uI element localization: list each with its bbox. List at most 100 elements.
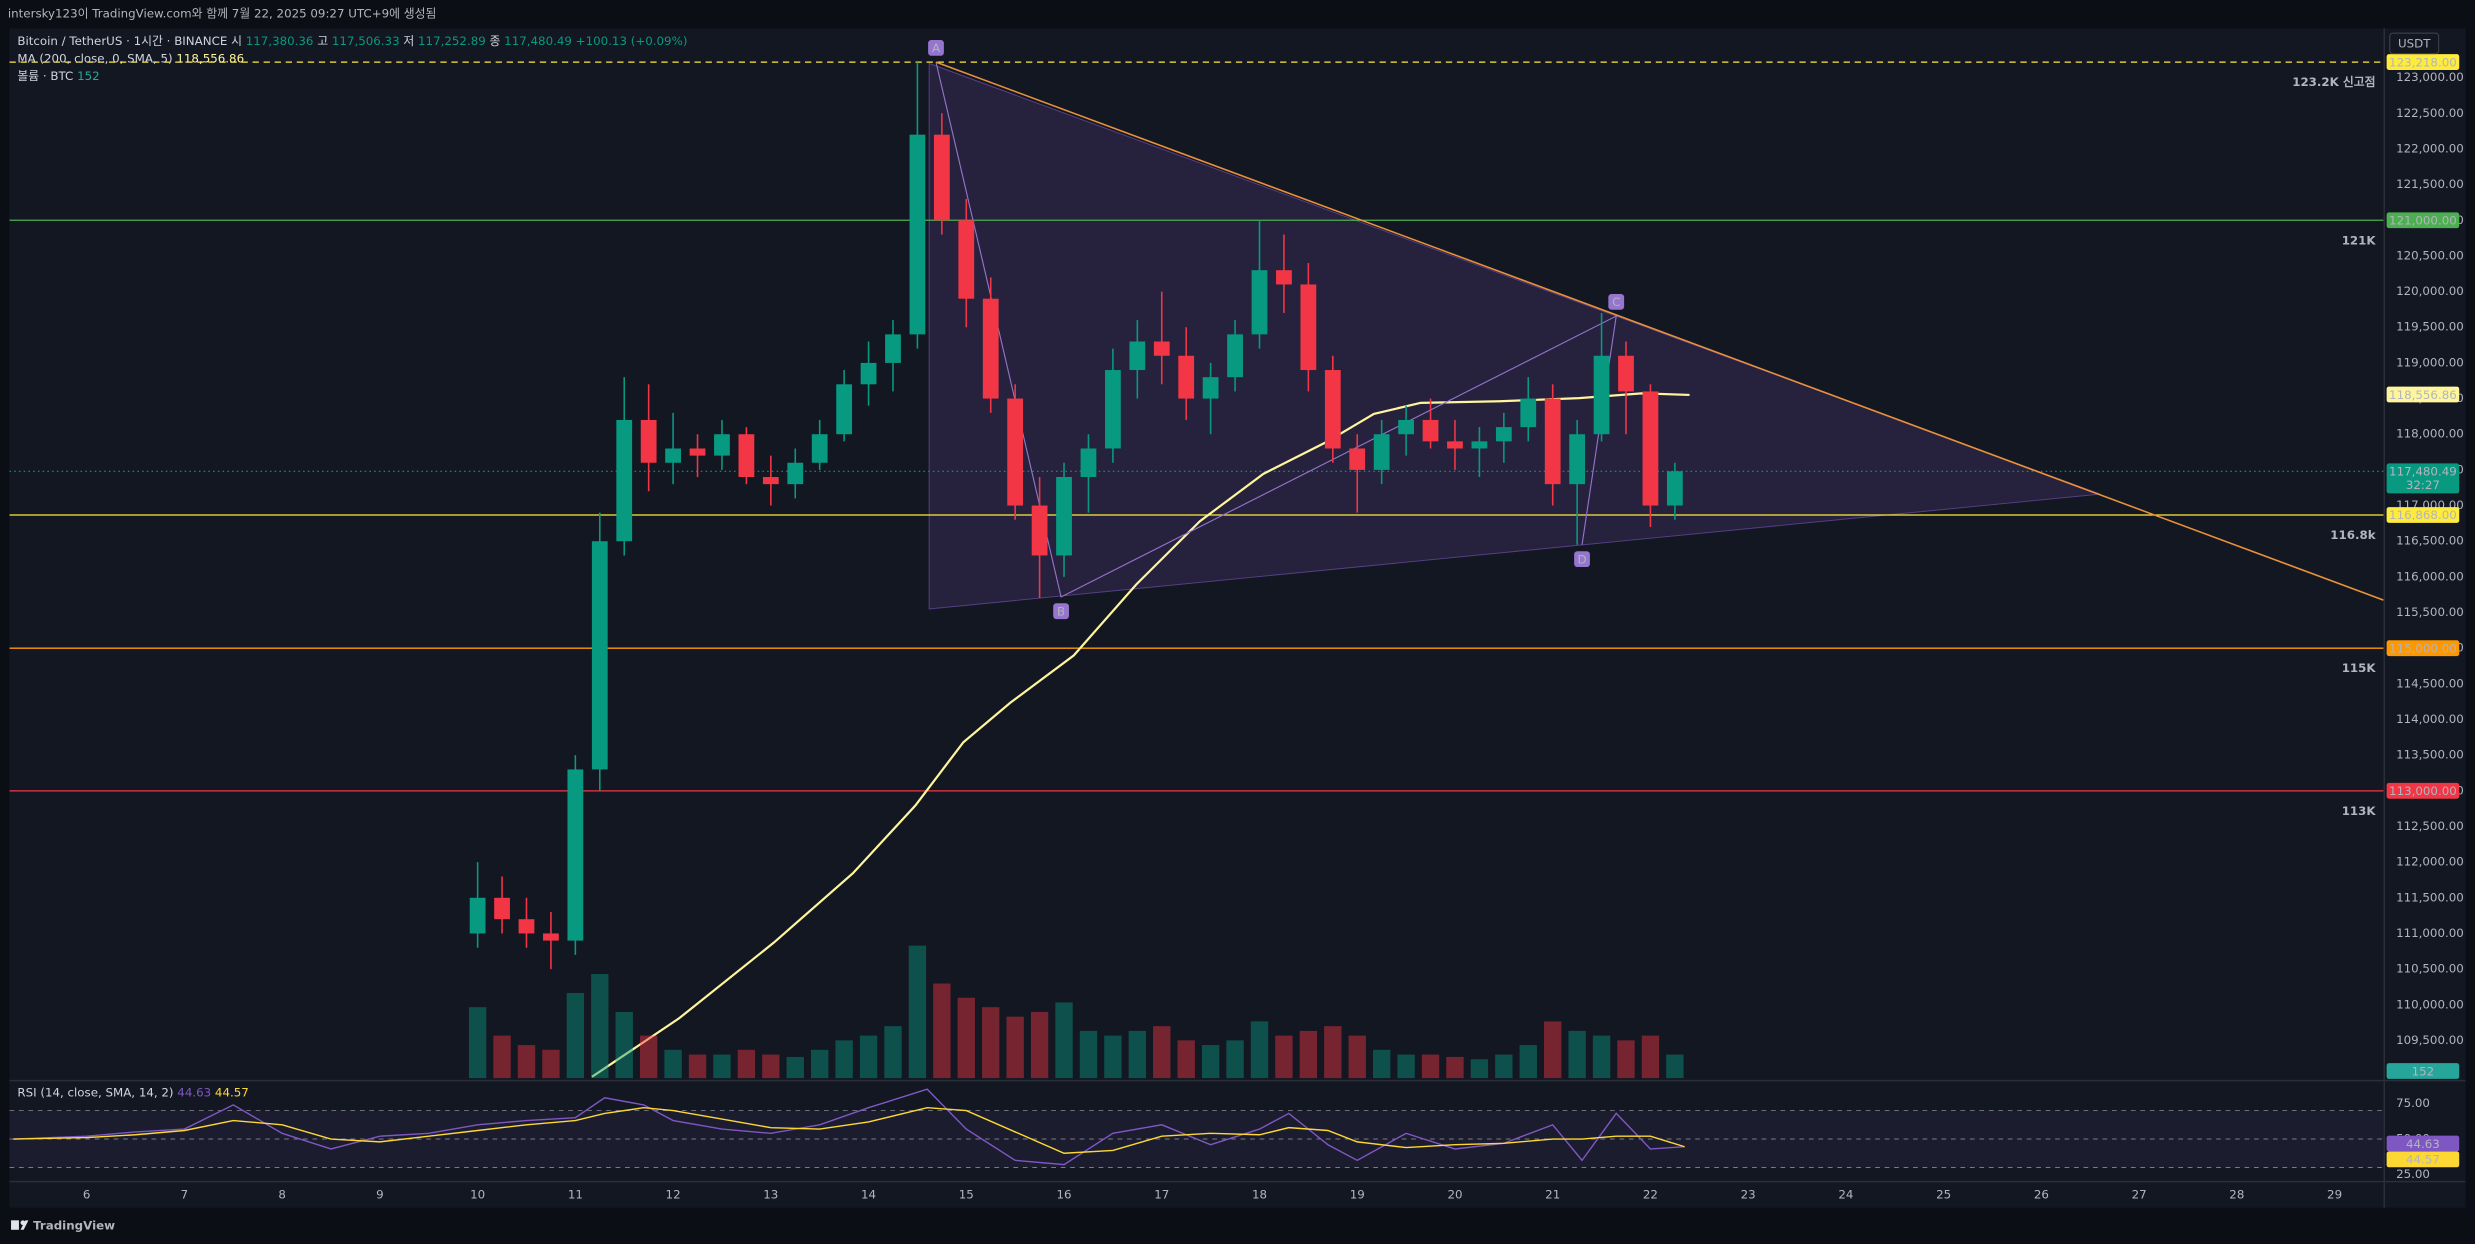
volume-bar bbox=[1641, 1035, 1660, 1079]
pattern-label-box bbox=[1053, 603, 1069, 620]
last-price-label-box bbox=[2386, 463, 2460, 494]
x-tick-label: 9 bbox=[376, 1188, 384, 1202]
volume bbox=[468, 945, 1684, 1079]
symbol: Bitcoin / TetherUS · 1시간 · BINANCE bbox=[17, 34, 227, 48]
x-tick-label: 24 bbox=[1838, 1188, 1853, 1202]
volume-bar bbox=[1030, 1011, 1049, 1079]
y-tick-label: 110,500.00 bbox=[2396, 962, 2464, 976]
candle-body bbox=[1080, 448, 1097, 478]
volume-bar bbox=[957, 997, 975, 1079]
level-price-label: 113,000.00 bbox=[2389, 784, 2457, 798]
candle-body bbox=[811, 434, 828, 463]
level-price-label-box bbox=[2386, 54, 2460, 70]
volume-bar bbox=[1324, 1026, 1342, 1079]
candle-body bbox=[1056, 477, 1072, 556]
ohlc-value: 117,380.36 bbox=[246, 34, 314, 48]
volume-bar bbox=[908, 945, 927, 1079]
level-note: 121K bbox=[2342, 233, 2377, 247]
y-tick-label: 123,000.00 bbox=[2396, 70, 2464, 84]
candle-body bbox=[714, 434, 730, 456]
candle-body bbox=[640, 419, 657, 463]
y-tick-label: 114,500.00 bbox=[2396, 676, 2464, 690]
volume-bar bbox=[737, 1049, 756, 1079]
volume-bar bbox=[1128, 1030, 1147, 1079]
level-price-label: 115,000.00 bbox=[2389, 641, 2457, 655]
candle-body bbox=[1593, 355, 1610, 435]
currency-box bbox=[2389, 32, 2440, 55]
brand-logo bbox=[11, 1220, 29, 1230]
volume-bar bbox=[1153, 1026, 1171, 1079]
y-tick-label: 116,000.00 bbox=[2396, 569, 2464, 583]
volume-bar bbox=[1544, 1021, 1562, 1079]
ohlc-value: 117,506.33 bbox=[332, 34, 400, 48]
volume-bar bbox=[1446, 1056, 1464, 1079]
volume-bar bbox=[1495, 1054, 1513, 1079]
chart-area bbox=[9, 28, 2466, 1208]
candle-body bbox=[1276, 270, 1292, 285]
y-tick-label: 110,000.00 bbox=[2396, 997, 2464, 1011]
level-price-label: 123,218.00 bbox=[2389, 55, 2457, 69]
y-tick-label: 113,500.00 bbox=[2396, 748, 2464, 762]
level-price-label-box bbox=[2386, 212, 2460, 229]
volume-bar bbox=[493, 1035, 511, 1079]
rsi-name: RSI (14, close, SMA, 14, 2) bbox=[17, 1085, 173, 1099]
y-tick-label: 120,500.00 bbox=[2396, 248, 2464, 262]
ma-price-label: 118,556.86 bbox=[2389, 388, 2457, 402]
volume-bar bbox=[1250, 1021, 1269, 1079]
y-tick-label: 115,500.00 bbox=[2396, 605, 2464, 619]
trendline bbox=[935, 61, 2384, 601]
candle-body bbox=[1349, 448, 1366, 470]
candle-body bbox=[1495, 427, 1512, 442]
candle-body bbox=[1642, 391, 1659, 506]
time-axis: 6 7 8 9 10 11 12 13 14 15 16 17 18 19 20 21 22 23 24 25 26 27… bbox=[83, 1188, 2342, 1202]
volume-name: 볼륨 · BTC bbox=[17, 68, 73, 82]
volume-bar bbox=[762, 1054, 780, 1079]
rsi-line bbox=[13, 1088, 1685, 1166]
last-price-label: 117,480.49 bbox=[2389, 465, 2457, 479]
candle-body bbox=[836, 384, 853, 435]
candle-body bbox=[591, 541, 608, 770]
pattern-label-box bbox=[1574, 551, 1590, 568]
x-tick-label: 17 bbox=[1154, 1188, 1169, 1202]
price-pane: A B C D bbox=[9, 39, 2384, 1078]
volume-bar bbox=[1201, 1045, 1220, 1079]
y-tick-label: 111,000.00 bbox=[2396, 926, 2464, 940]
candle-body bbox=[982, 298, 999, 399]
volume-bar bbox=[517, 1045, 536, 1079]
volume-bar bbox=[664, 1049, 682, 1079]
candle-body bbox=[909, 134, 926, 335]
ohlc-value: 117,252.89 bbox=[418, 34, 486, 48]
x-tick-label: 10 bbox=[470, 1188, 485, 1202]
candle-body bbox=[1105, 370, 1121, 449]
volume-bar bbox=[1079, 1030, 1098, 1079]
triangle-pattern bbox=[928, 62, 2101, 610]
candle-body bbox=[933, 134, 950, 221]
level-price-label: 116,868.00 bbox=[2389, 508, 2457, 522]
x-tick-label: 11 bbox=[568, 1188, 583, 1202]
y-tick-label: 116,500.00 bbox=[2396, 534, 2464, 548]
candle-body bbox=[689, 448, 706, 456]
ohlc-value: 117,480.49 bbox=[504, 34, 572, 48]
level-price-label-box bbox=[2386, 640, 2460, 657]
ohlc-label: 시 bbox=[231, 34, 242, 48]
x-tick-label: 8 bbox=[278, 1188, 286, 1202]
candle-body bbox=[1544, 398, 1561, 485]
candle-body bbox=[469, 897, 486, 934]
volume-bar bbox=[859, 1035, 878, 1079]
volume-bar bbox=[542, 1049, 560, 1079]
volume-bar bbox=[591, 974, 609, 1079]
y-tick-label: 119,500.00 bbox=[2396, 320, 2464, 334]
y-tick-label: 112,000.00 bbox=[2396, 855, 2464, 869]
candle-body bbox=[885, 334, 901, 363]
change: +100.13 (+0.09%) bbox=[576, 34, 688, 48]
ohlc-label: 저 bbox=[403, 34, 414, 48]
x-tick-label: 6 bbox=[83, 1188, 91, 1202]
level-note: 113K bbox=[2342, 804, 2377, 818]
volume-bar bbox=[566, 992, 585, 1079]
rsi-label-box bbox=[2386, 1135, 2460, 1152]
volume-bar bbox=[982, 1007, 1000, 1079]
volume-bar bbox=[1421, 1054, 1440, 1079]
pattern-label: A bbox=[932, 41, 940, 55]
x-tick-label: 21 bbox=[1545, 1188, 1560, 1202]
